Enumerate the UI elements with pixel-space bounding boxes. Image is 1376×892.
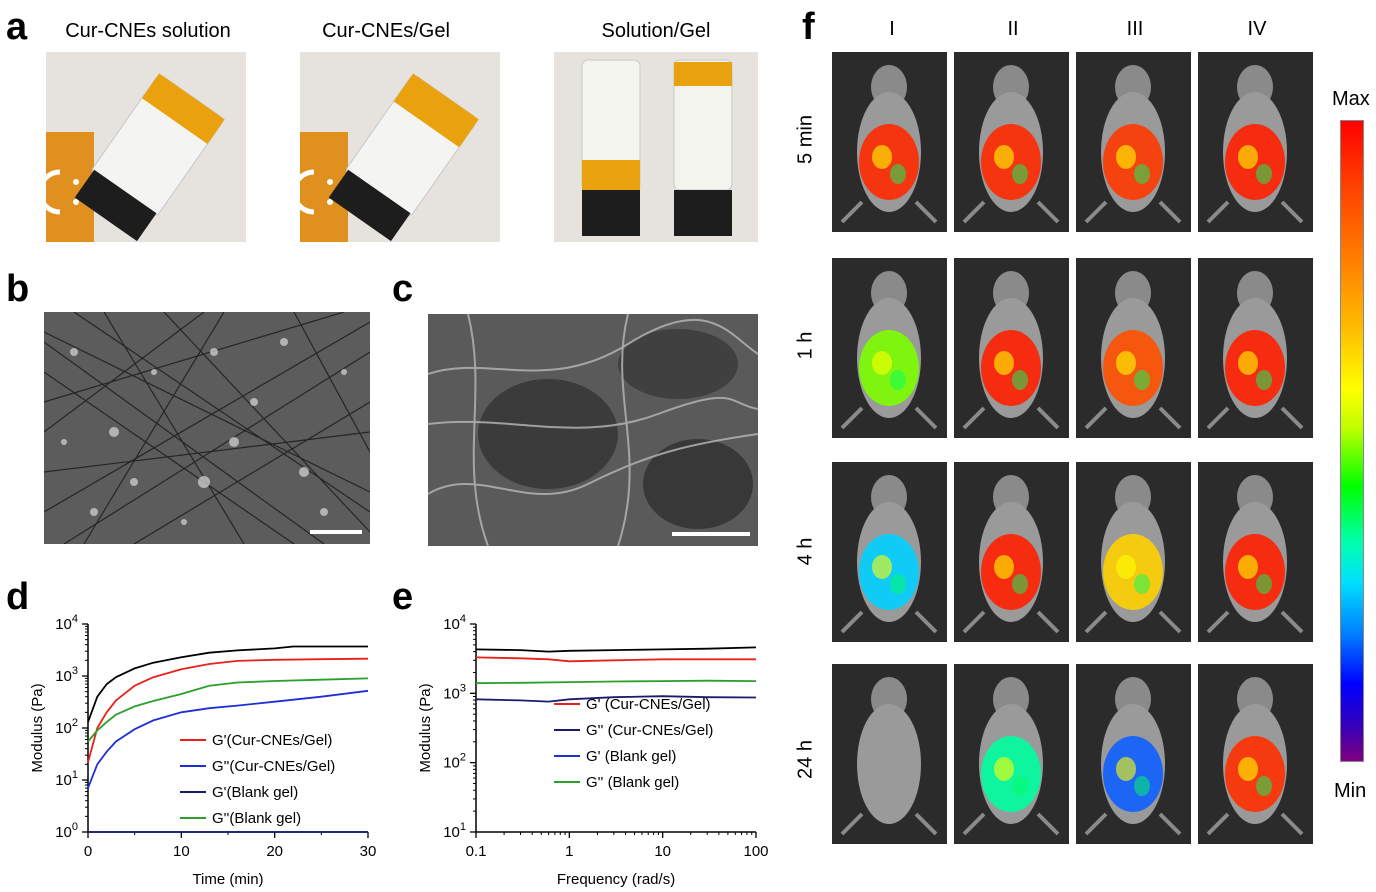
series-line [475, 679, 757, 685]
fluorescence-image [1076, 664, 1191, 844]
x-tick-label: 30 [360, 843, 377, 860]
y-tick-label: 104 [55, 613, 78, 633]
fluorescence-image [954, 258, 1069, 438]
series-line [475, 656, 756, 663]
y-tick-label: 102 [55, 717, 78, 737]
column-header-ii: II [1007, 18, 1019, 40]
row-header-4-h: 4 h [794, 537, 817, 566]
y-tick-label: 104 [443, 613, 466, 633]
photo-cur-cnes-gel [300, 52, 500, 242]
x-tick-label: 1 [565, 843, 573, 860]
panel-letter-b: b [6, 268, 30, 310]
legend-label: G''(Cur-CNEs/Gel) [212, 758, 335, 775]
y-axis-label: Modulus (Pa) [29, 683, 46, 772]
x-axis-label: Time (min) [192, 871, 263, 888]
colorbar [1340, 120, 1364, 762]
chart-e-modulus-vs-frequency: 101 102 103 104 0.1 1 10 100 Frequency (rad/s) Mo… [417, 613, 769, 888]
fluorescence-image [954, 462, 1069, 642]
fluorescence-image [1076, 258, 1191, 438]
y-tick-label: 100 [55, 821, 78, 841]
fluorescence-image [1198, 52, 1313, 232]
fluorescence-image [1198, 462, 1313, 642]
colorbar-max-label: Max [1332, 88, 1370, 110]
legend-label: G''(Blank gel) [212, 810, 301, 827]
fluorescence-image [832, 258, 947, 438]
y-tick-label: 101 [55, 769, 78, 789]
scale-bar [310, 530, 362, 534]
y-tick-label: 101 [443, 821, 466, 841]
fluorescence-image [832, 462, 947, 642]
series-line [475, 695, 757, 703]
y-tick-label: 102 [443, 752, 466, 772]
series-line [87, 689, 369, 789]
x-tick-label: 0.1 [466, 843, 487, 860]
legend-label: G'(Cur-CNEs/Gel) [212, 732, 332, 749]
photo-solution-gel [554, 52, 758, 242]
caption-solution-gel: Solution/Gel [601, 20, 711, 42]
x-tick-label: 10 [654, 843, 671, 860]
panel-letter-c: c [392, 268, 414, 310]
x-axis-label: Frequency (rad/s) [557, 871, 675, 888]
x-tick-label: 10 [173, 843, 190, 860]
x-tick-label: 20 [266, 843, 283, 860]
y-tick-label: 103 [443, 682, 466, 702]
fluorescence-image [1198, 258, 1313, 438]
tem-micrograph [44, 312, 370, 544]
panel-letter-f: f [802, 6, 815, 48]
fluorescence-image [1076, 462, 1191, 642]
row-header-5-min: 5 min [794, 115, 817, 164]
column-header-iv: IV [1247, 18, 1267, 40]
fluorescence-image [1076, 52, 1191, 232]
column-header-iii: III [1126, 18, 1144, 40]
column-header-i: I [889, 18, 895, 40]
row-header-24-h: 24 h [794, 740, 817, 779]
series-line [475, 646, 757, 653]
fluorescence-image [1198, 664, 1313, 844]
row-header-1-h: 1 h [794, 331, 817, 360]
series-line [87, 657, 369, 763]
panel-letter-a: a [6, 6, 28, 48]
legend-label: G'(Blank gel) [212, 784, 298, 801]
x-tick-label: 0 [84, 843, 92, 860]
fluorescence-image [954, 52, 1069, 232]
scale-bar [672, 532, 750, 536]
legend-label: G' (Cur-CNEs/Gel) [586, 696, 711, 713]
caption-cur-cnes-gel: Cur-CNEs/Gel [322, 20, 450, 42]
sem-micrograph [428, 314, 758, 546]
legend-label: G'' (Blank gel) [586, 774, 679, 791]
legend-label: G' (Blank gel) [586, 748, 676, 765]
legend-label: G'' (Cur-CNEs/Gel) [586, 722, 713, 739]
y-tick-label: 103 [55, 665, 78, 685]
panel-letter-e: e [392, 576, 414, 618]
series-line [87, 677, 369, 743]
chart-d-modulus-vs-time: 100 101 102 103 104 0 10 20 30 Time (min) Modulus … [29, 613, 377, 888]
photo-cur-cnes-solution [46, 52, 246, 242]
y-axis-label: Modulus (Pa) [417, 683, 434, 772]
x-tick-label: 100 [743, 843, 768, 860]
colorbar-min-label: Min [1334, 780, 1367, 802]
panel-letter-d: d [6, 576, 30, 618]
fluorescence-image [832, 52, 947, 232]
caption-cur-cnes-solution: Cur-CNEs solution [65, 20, 231, 42]
fluorescence-image [954, 664, 1069, 844]
fluorescence-image [832, 664, 947, 844]
series-line [87, 645, 368, 723]
